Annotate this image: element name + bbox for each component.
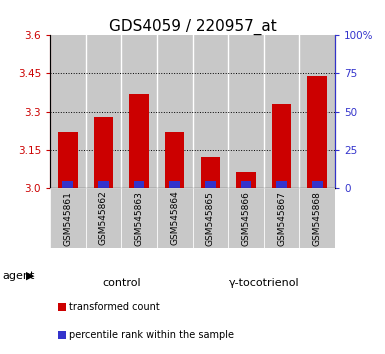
Text: GSM545862: GSM545862 [99, 190, 108, 245]
Bar [228, 35, 264, 188]
Text: GSM545861: GSM545861 [64, 190, 72, 246]
Text: GSM545863: GSM545863 [135, 190, 144, 246]
Text: agent: agent [2, 271, 34, 281]
Bar [85, 188, 121, 248]
Bar [228, 188, 264, 248]
Text: percentile rank within the sample: percentile rank within the sample [69, 330, 234, 340]
Text: GSM545867: GSM545867 [277, 190, 286, 246]
Bar [121, 188, 157, 248]
Bar [300, 35, 335, 188]
Bar [134, 181, 144, 188]
Bar [50, 35, 85, 188]
Bar [58, 132, 78, 188]
Text: ▶: ▶ [26, 271, 35, 281]
Bar [157, 188, 192, 248]
Bar [312, 181, 323, 188]
Bar [94, 116, 113, 188]
Text: GSM545865: GSM545865 [206, 190, 215, 246]
Bar [85, 35, 121, 188]
Text: GSM545864: GSM545864 [170, 190, 179, 245]
Bar [192, 35, 228, 188]
Text: γ-tocotrienol: γ-tocotrienol [228, 278, 299, 288]
Bar [62, 181, 73, 188]
Text: transformed count: transformed count [69, 302, 159, 312]
Bar [300, 188, 335, 248]
Text: GSM545868: GSM545868 [313, 190, 321, 246]
Text: control: control [102, 278, 141, 288]
Bar [129, 94, 149, 188]
Bar [121, 35, 157, 188]
Bar [192, 188, 228, 248]
Bar [50, 188, 85, 248]
Bar [157, 35, 192, 188]
Text: GSM545866: GSM545866 [241, 190, 250, 246]
Bar [264, 35, 300, 188]
Bar [236, 172, 256, 188]
Bar [241, 181, 251, 188]
Bar [276, 181, 287, 188]
Bar [169, 181, 180, 188]
Bar [264, 188, 300, 248]
Bar [201, 157, 220, 188]
Bar [307, 76, 327, 188]
Bar [272, 104, 291, 188]
Title: GDS4059 / 220957_at: GDS4059 / 220957_at [109, 19, 276, 35]
Bar [98, 181, 109, 188]
Bar [165, 132, 184, 188]
Bar [205, 181, 216, 188]
